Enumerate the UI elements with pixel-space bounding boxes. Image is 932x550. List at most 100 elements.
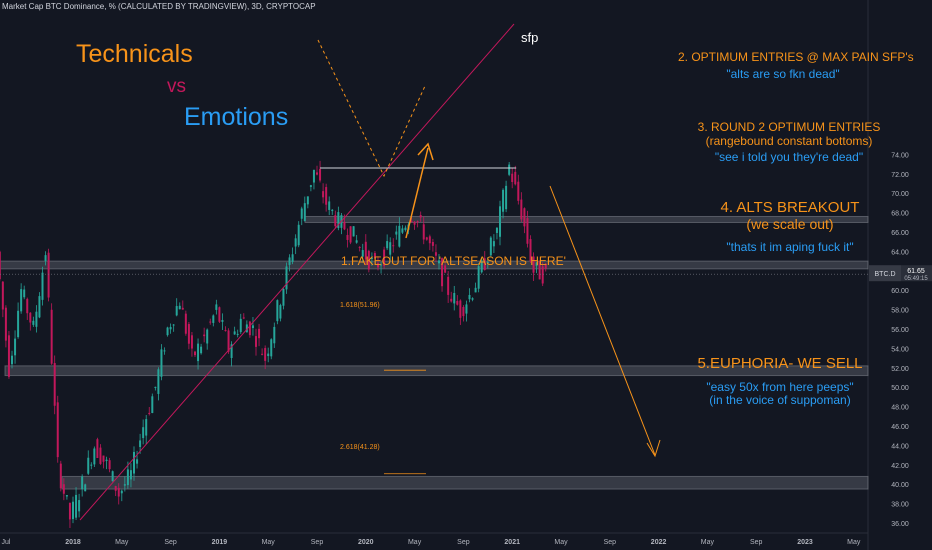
- step5-quote: "easy 50x from here peeps": [706, 380, 854, 394]
- candle-body-114: [346, 234, 349, 240]
- candle-body-54: [163, 350, 166, 352]
- candle-body-175: [532, 256, 535, 273]
- candle-body-11: [32, 320, 35, 325]
- x-tick-13: 2022: [651, 539, 667, 546]
- candle-body-49: [148, 412, 151, 414]
- price-value: 61.65: [907, 268, 925, 275]
- candle-body-148: [450, 298, 453, 302]
- candle-body-99: [300, 208, 303, 219]
- candle-body-43: [129, 470, 132, 480]
- x-tick-2: May: [115, 539, 129, 546]
- candle-body-37: [111, 471, 114, 482]
- candle-body-47: [142, 427, 145, 439]
- candle-body-174: [529, 239, 532, 262]
- candle-body-72: [218, 307, 221, 322]
- candle-body-119: [361, 250, 364, 257]
- x-tick-9: Sep: [457, 539, 470, 546]
- candle-body-25: [75, 494, 78, 518]
- candle-body-39: [117, 487, 120, 497]
- step4-sub: (we scale out): [746, 216, 834, 232]
- candle-body-81: [245, 324, 248, 333]
- y-tick-15: 66.00: [891, 230, 909, 237]
- candle-body-73: [221, 319, 224, 322]
- candle-body-121: [367, 250, 370, 270]
- candle-body-166: [505, 185, 508, 210]
- emotions-label: Emotions: [184, 103, 289, 131]
- candles: [0, 160, 547, 529]
- candle-body-93: [282, 289, 285, 306]
- candle-body-86: [261, 353, 264, 355]
- candle-body-97: [294, 238, 297, 247]
- candle-body-29: [87, 457, 90, 474]
- y-tick-3: 42.00: [891, 463, 909, 470]
- candle-body-8: [23, 289, 26, 298]
- candle-body-171: [520, 199, 523, 220]
- x-tick-6: Sep: [311, 539, 324, 546]
- candle-body-9: [26, 298, 29, 314]
- candle-body-34: [102, 455, 105, 462]
- vs-label: vs: [167, 76, 186, 97]
- candle-body-50: [151, 396, 154, 413]
- price-symbol-box: [869, 265, 901, 282]
- price-timer: 05:49:15: [904, 276, 928, 282]
- candle-body-105: [319, 168, 322, 181]
- step2-quote: "alts are so fkn dead": [726, 67, 840, 81]
- candle-body-88: [267, 353, 270, 357]
- candle-body-128: [389, 242, 392, 255]
- y-tick-16: 68.00: [891, 211, 909, 218]
- candle-body-6: [17, 310, 20, 338]
- x-tick-12: Sep: [604, 539, 617, 546]
- candle-body-100: [303, 203, 306, 222]
- technicals-label: Technicals: [76, 40, 193, 68]
- candle-body-63: [190, 335, 193, 349]
- candle-body-133: [404, 227, 407, 231]
- candle-body-107: [325, 187, 328, 205]
- candle-body-33: [99, 447, 102, 464]
- candle-body-157: [477, 266, 480, 289]
- y-tick-10: 56.00: [891, 327, 909, 334]
- candle-body-3: [7, 335, 10, 377]
- candle-body-59: [178, 305, 181, 310]
- candle-body-146: [444, 265, 447, 273]
- euphoria-arrow-shaft: [549, 185, 656, 456]
- price-axis: 36.00 38.00 40.00 42.00 44.00 46.00 48.00 50.00…: [891, 152, 909, 528]
- candle-body-91: [276, 300, 279, 322]
- candle-body-22: [65, 495, 68, 497]
- candle-body-87: [264, 348, 267, 361]
- candle-body-4: [11, 355, 13, 365]
- abc-dashed-pattern: [317, 39, 426, 178]
- x-tick-7: 2020: [358, 539, 374, 546]
- candle-body-7: [20, 289, 23, 312]
- candle-body-62: [187, 324, 190, 344]
- candle-body-76: [230, 344, 233, 358]
- y-tick-1: 38.00: [891, 502, 909, 509]
- candle-body-51: [154, 386, 157, 388]
- x-tick-3: Sep: [164, 539, 177, 546]
- candle-body-151: [459, 300, 462, 318]
- candle-body-1: [1, 281, 4, 310]
- candle-body-103: [312, 169, 315, 183]
- candle-body-80: [242, 317, 245, 319]
- x-tick-4: 2019: [212, 539, 228, 546]
- candle-body-61: [184, 313, 187, 334]
- candle-body-167: [508, 164, 511, 175]
- candle-body-169: [514, 171, 517, 185]
- candle-body-165: [502, 189, 505, 212]
- candle-body-109: [331, 209, 334, 212]
- candle-body-64: [194, 351, 196, 356]
- candle-body-179: [544, 263, 547, 269]
- candle-body-173: [526, 218, 529, 244]
- x-tick-17: May: [847, 539, 861, 546]
- candle-body-84: [255, 336, 257, 347]
- x-tick-14: May: [701, 539, 715, 546]
- candle-body-53: [160, 349, 163, 377]
- y-tick-11: 58.00: [891, 308, 909, 315]
- candle-body-138: [419, 215, 422, 218]
- candle-body-145: [441, 258, 444, 287]
- candle-body-150: [456, 300, 459, 305]
- zone-3: [61, 475, 869, 490]
- candle-body-129: [392, 245, 395, 247]
- candle-body-24: [72, 501, 74, 520]
